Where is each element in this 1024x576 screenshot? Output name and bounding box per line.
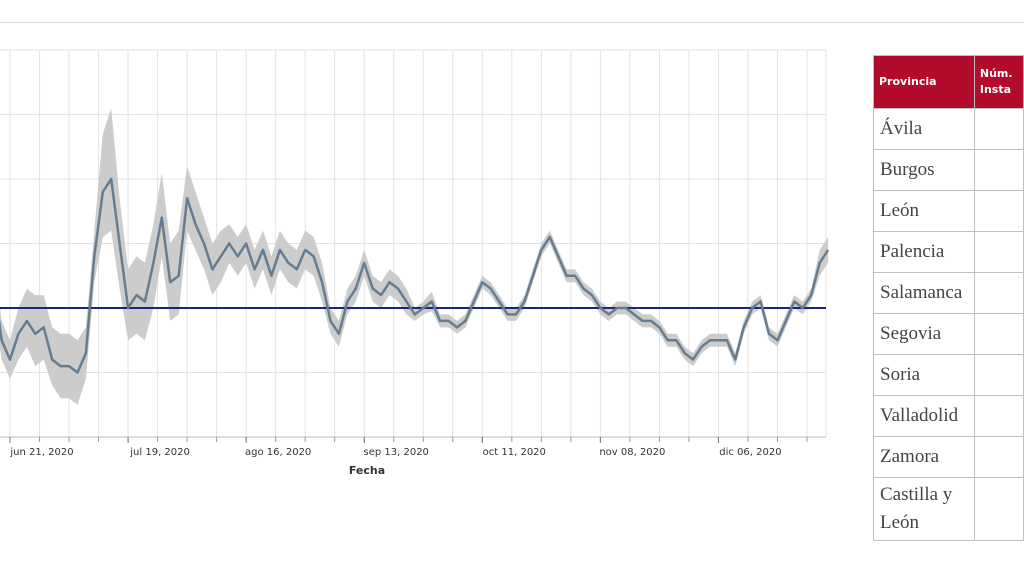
province-value xyxy=(973,190,1024,232)
x-tick-label: dic 06, 2020 xyxy=(719,447,781,458)
table-row: Castilla y León xyxy=(873,477,1024,541)
x-tick-label: sep 13, 2020 xyxy=(364,447,429,458)
top-divider xyxy=(0,22,1024,23)
table-row: Burgos xyxy=(873,149,1024,191)
table-row: León xyxy=(873,190,1024,232)
series-line-layer xyxy=(0,177,830,374)
province-name: Burgos xyxy=(873,149,975,191)
x-tick-label: jun 21, 2020 xyxy=(9,447,73,458)
x-axis: jun 21, 2020 jul 19, 2020 ago 16, 2020 sep … xyxy=(0,436,826,458)
province-name: Palencia xyxy=(873,231,975,273)
province-value xyxy=(973,477,1024,541)
x-tick-label: ago 16, 2020 xyxy=(245,447,311,458)
province-value xyxy=(973,272,1024,314)
province-name: Ávila xyxy=(873,108,975,150)
province-name: Zamora xyxy=(873,436,975,478)
province-name: Salamanca xyxy=(873,272,975,314)
table-row: Palencia xyxy=(873,231,1024,273)
x-axis-title: Fecha xyxy=(349,464,385,477)
x-tick-label: oct 11, 2020 xyxy=(483,447,546,458)
header-provincia: Provincia xyxy=(873,55,975,109)
rt-line-chart: jun 21, 2020 jul 19, 2020 ago 16, 2020 sep … xyxy=(0,49,830,477)
province-name: Soria xyxy=(873,354,975,396)
province-value xyxy=(973,354,1024,396)
province-name: León xyxy=(873,190,975,232)
table-row: Valladolid xyxy=(873,395,1024,437)
table-header-row: Provincia Núm. Insta xyxy=(873,55,1024,109)
province-value xyxy=(973,436,1024,478)
table-row: Zamora xyxy=(873,436,1024,478)
table-row: Salamanca xyxy=(873,272,1024,314)
province-value xyxy=(973,313,1024,355)
table-row: Segovia xyxy=(873,313,1024,355)
province-value xyxy=(973,149,1024,191)
x-tick-label: nov 08, 2020 xyxy=(599,447,665,458)
series-line xyxy=(0,177,830,374)
province-name: Valladolid xyxy=(873,395,975,437)
table-row: Soria xyxy=(873,354,1024,396)
province-name: Segovia xyxy=(873,313,975,355)
province-value xyxy=(973,108,1024,150)
x-tick-label: jul 19, 2020 xyxy=(129,447,190,458)
province-name: Castilla y León xyxy=(873,477,975,541)
province-table: Provincia Núm. Insta Ávila Burgos León P… xyxy=(873,55,1024,541)
header-num-insta: Núm. Insta xyxy=(973,55,1024,109)
table-row: Ávila xyxy=(873,108,1024,150)
province-value xyxy=(973,231,1024,273)
province-value xyxy=(973,395,1024,437)
